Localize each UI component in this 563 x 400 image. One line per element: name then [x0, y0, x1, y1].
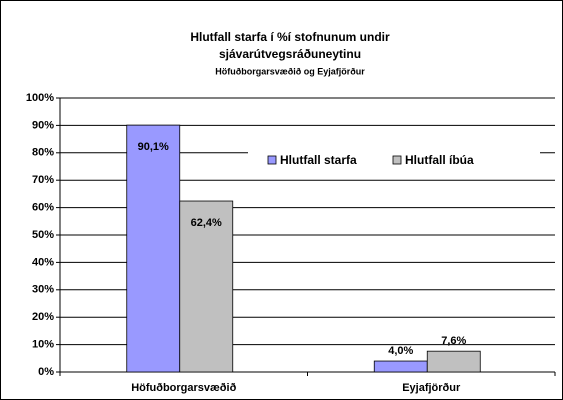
y-tick-label: 40% [32, 256, 54, 268]
legend-swatch [267, 155, 277, 165]
y-tick-label: 20% [32, 311, 54, 323]
bar [179, 200, 234, 373]
bar [426, 350, 481, 373]
chart-title: Hlutfall starfa í %í stofnunum undir [190, 30, 390, 44]
legend-label: Hlutfall íbúa [405, 153, 474, 167]
y-tick-label: 60% [32, 202, 54, 214]
data-label: 62,4% [191, 217, 222, 229]
y-tick-label: 0% [38, 366, 54, 378]
y-tick-label: 10% [32, 339, 54, 351]
legend-label: Hlutfall starfa [280, 153, 357, 167]
data-label: 7,6% [441, 335, 466, 347]
x-tick-label: Eyjafjörður [402, 382, 461, 394]
legend-swatch [392, 155, 402, 165]
y-tick-label: 100% [26, 92, 54, 104]
data-label: 90,1% [138, 141, 169, 153]
data-label: 4,0% [388, 345, 413, 357]
y-tick-label: 90% [32, 119, 54, 131]
y-tick-label: 30% [32, 284, 54, 296]
y-tick-label: 50% [32, 229, 54, 241]
x-tick-label: Höfuðborgarsvæðið [131, 382, 236, 394]
chart-subtitle: Höfuðborgarsvæðið og Eyjafjörður [215, 66, 365, 76]
bar [373, 360, 428, 373]
chart-title: sjávarútvegsráðuneytinu [219, 47, 361, 61]
bar [126, 124, 181, 373]
y-tick-label: 80% [32, 147, 54, 159]
y-tick-label: 70% [32, 174, 54, 186]
